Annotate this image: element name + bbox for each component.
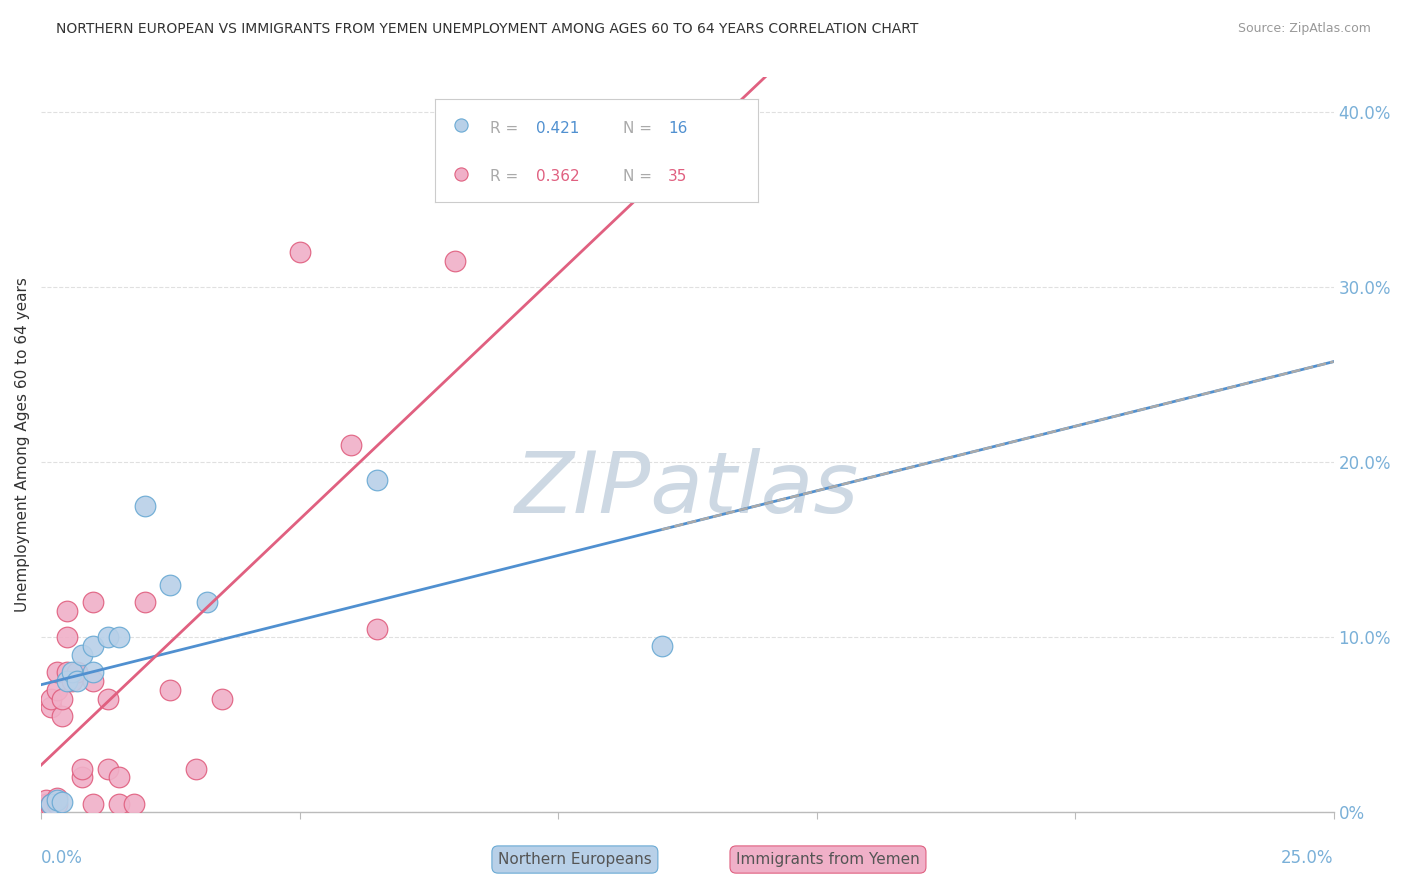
Point bbox=[288, 245, 311, 260]
Point bbox=[211, 691, 233, 706]
Point bbox=[66, 674, 89, 689]
Point bbox=[107, 631, 129, 645]
Point bbox=[186, 762, 208, 776]
Point bbox=[159, 683, 181, 698]
Point bbox=[35, 797, 58, 811]
Text: 0.0%: 0.0% bbox=[41, 849, 83, 867]
Point bbox=[56, 604, 79, 618]
Point bbox=[72, 771, 94, 785]
Point bbox=[41, 691, 63, 706]
Point bbox=[35, 793, 58, 807]
Point bbox=[159, 578, 181, 592]
Point bbox=[82, 665, 104, 680]
Point bbox=[45, 797, 67, 811]
Point bbox=[45, 683, 67, 698]
Point bbox=[122, 797, 145, 811]
Point bbox=[72, 648, 94, 662]
Point bbox=[60, 674, 83, 689]
Point bbox=[56, 631, 79, 645]
Point bbox=[107, 771, 129, 785]
Point bbox=[195, 595, 218, 609]
Point bbox=[45, 791, 67, 805]
Point bbox=[366, 473, 388, 487]
Point bbox=[82, 797, 104, 811]
Point bbox=[134, 595, 156, 609]
Text: Immigrants from Yemen: Immigrants from Yemen bbox=[737, 852, 920, 867]
Point bbox=[366, 622, 388, 636]
Point bbox=[82, 595, 104, 609]
Point bbox=[82, 639, 104, 653]
Point bbox=[45, 793, 67, 807]
Text: ZIPatlas: ZIPatlas bbox=[515, 448, 859, 531]
Point bbox=[72, 762, 94, 776]
Point bbox=[134, 500, 156, 514]
Point bbox=[443, 254, 465, 268]
Point bbox=[66, 665, 89, 680]
Text: Source: ZipAtlas.com: Source: ZipAtlas.com bbox=[1237, 22, 1371, 36]
Point bbox=[41, 797, 63, 811]
Point bbox=[56, 674, 79, 689]
Point bbox=[107, 797, 129, 811]
Point bbox=[45, 665, 67, 680]
Point bbox=[97, 691, 120, 706]
Point bbox=[41, 797, 63, 811]
Point bbox=[82, 674, 104, 689]
Point bbox=[97, 631, 120, 645]
Point bbox=[56, 665, 79, 680]
Text: Northern Europeans: Northern Europeans bbox=[498, 852, 652, 867]
Point bbox=[97, 762, 120, 776]
Point bbox=[51, 795, 73, 809]
Point bbox=[41, 800, 63, 814]
Point bbox=[51, 709, 73, 723]
Point bbox=[51, 691, 73, 706]
Text: 25.0%: 25.0% bbox=[1281, 849, 1334, 867]
Point bbox=[41, 700, 63, 714]
Y-axis label: Unemployment Among Ages 60 to 64 years: Unemployment Among Ages 60 to 64 years bbox=[15, 277, 30, 613]
Text: NORTHERN EUROPEAN VS IMMIGRANTS FROM YEMEN UNEMPLOYMENT AMONG AGES 60 TO 64 YEAR: NORTHERN EUROPEAN VS IMMIGRANTS FROM YEM… bbox=[56, 22, 918, 37]
Point bbox=[60, 665, 83, 680]
Point bbox=[651, 639, 673, 653]
Point bbox=[340, 438, 363, 452]
